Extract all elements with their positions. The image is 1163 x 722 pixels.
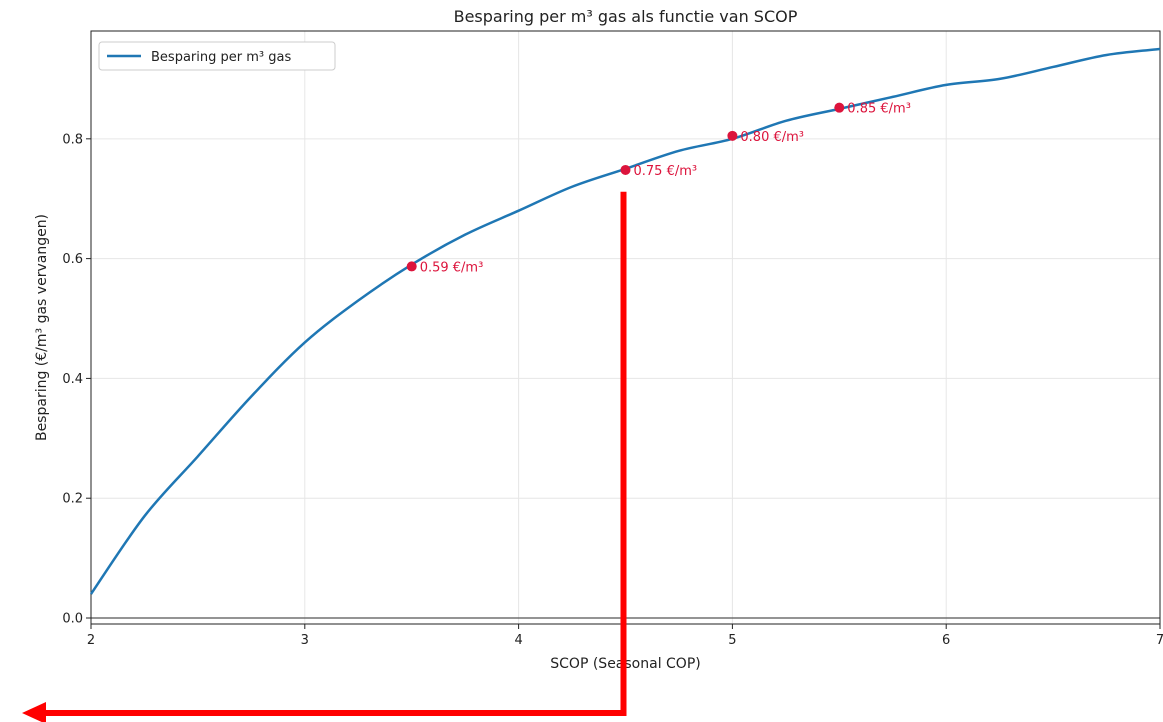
highlight-point <box>727 130 738 141</box>
y-tick-label: 0.2 <box>62 492 83 507</box>
point-annotation: 0.75 €/m³ <box>634 164 698 179</box>
highlight-point <box>406 261 417 272</box>
x-tick-label: 5 <box>728 633 736 648</box>
series-layer <box>89 47 1161 595</box>
legend-label: Besparing per m³ gas <box>151 50 291 65</box>
y-tick-label: 0.6 <box>62 252 83 267</box>
overlay-arrow <box>22 191 627 722</box>
arrow-head <box>22 702 46 722</box>
y-tick-label: 0.4 <box>62 372 83 387</box>
highlight-point <box>620 164 631 175</box>
y-tick-label: 0.8 <box>62 132 83 147</box>
chart-title: Besparing per m³ gas als functie van SCO… <box>454 7 798 26</box>
point-annotation: 0.85 €/m³ <box>847 102 911 117</box>
series-line <box>89 47 1161 595</box>
axes: 2 3 4 5 6 7 0.0 0.2 0.4 0.6 0.8 <box>62 30 1163 648</box>
y-axis-label: Besparing (€/m³ gas vervangen) <box>34 214 50 441</box>
highlight-points: 0.59 €/m³ 0.75 €/m³ 0.80 €/m³ 0.85 €/m³ <box>406 102 911 275</box>
x-tick-label: 4 <box>514 633 522 648</box>
legend: Besparing per m³ gas <box>98 41 336 71</box>
y-tick-label: 0.0 <box>62 612 83 627</box>
x-tick-label: 3 <box>301 633 309 648</box>
point-annotation: 0.80 €/m³ <box>740 130 804 145</box>
highlight-point <box>834 102 845 113</box>
point-annotation: 0.59 €/m³ <box>420 260 484 275</box>
legend-box <box>98 41 336 71</box>
x-tick-label: 7 <box>1156 633 1163 648</box>
x-tick-label: 2 <box>87 633 95 648</box>
x-tick-label: 6 <box>942 633 950 648</box>
